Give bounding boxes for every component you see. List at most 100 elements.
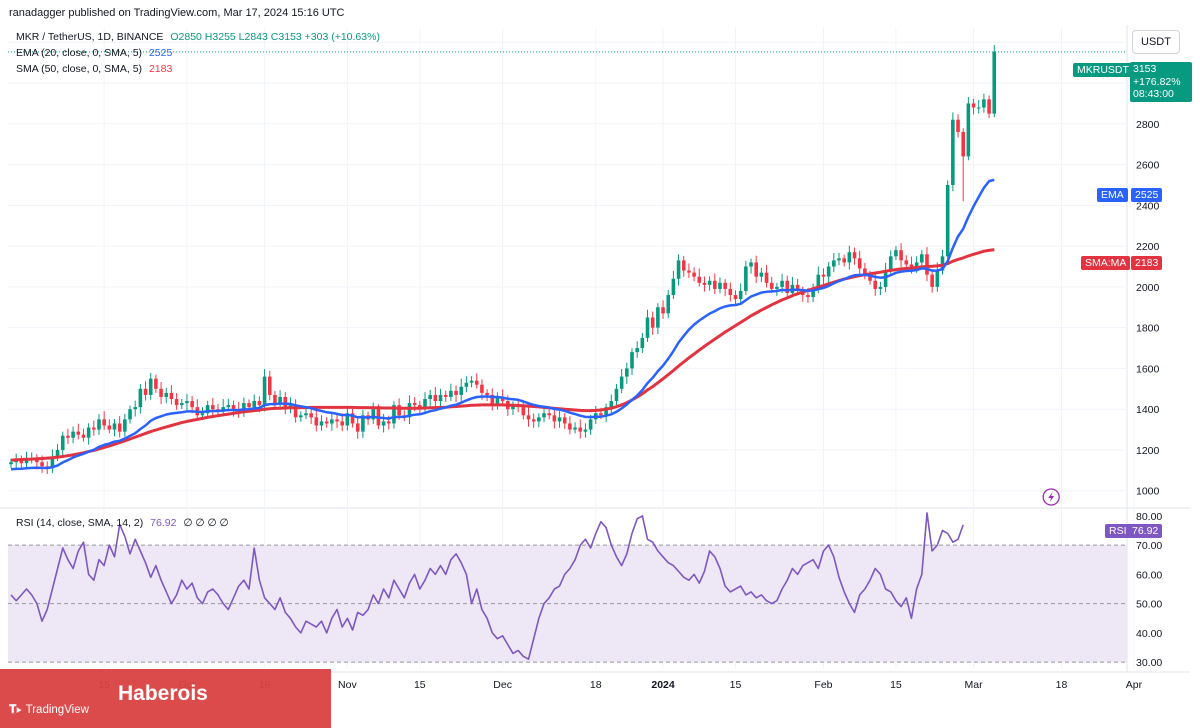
- candle-body: [459, 386, 464, 395]
- candle-body: [713, 280, 717, 289]
- candle-body: [614, 388, 619, 402]
- candle-body: [650, 317, 655, 328]
- candle-body: [552, 415, 557, 422]
- rsi-label: RSI (14, close, SMA, 14, 2): [16, 517, 144, 529]
- ohlc-values: O2850 H3255 L2843 C3153 +303 (+10.63%): [170, 31, 380, 43]
- candle-body: [76, 431, 81, 435]
- tradingview-logo-text: TradingView: [25, 704, 89, 716]
- time-tick-label: 18: [1056, 679, 1068, 691]
- price-tick-label: 2200: [1136, 241, 1160, 253]
- candle-body: [169, 392, 174, 399]
- rsi-tag-value: 76.92: [1128, 524, 1163, 538]
- candle-body: [340, 421, 344, 426]
- sma50-line: [10, 248, 995, 462]
- candle-body: [738, 290, 743, 300]
- candle-body: [423, 399, 427, 410]
- time-tick-label: 18: [590, 679, 602, 691]
- price-tick-label: 1600: [1136, 363, 1160, 375]
- candle-body: [117, 423, 122, 432]
- time-tick-label: Nov: [338, 679, 357, 691]
- candle-body: [267, 376, 272, 395]
- publisher-line: ranadagger published on TradingView.com,…: [9, 7, 345, 19]
- candle-body: [547, 413, 551, 416]
- bar-countdown: 08:43:00: [1133, 88, 1174, 100]
- candle-body: [174, 399, 179, 406]
- last-price: 3153: [1133, 63, 1157, 75]
- candle-body: [226, 405, 231, 408]
- candle-body: [293, 405, 298, 418]
- sma-tag-name: SMA:MA: [1081, 256, 1131, 270]
- candle-body: [681, 260, 686, 271]
- candle-body: [138, 388, 143, 408]
- candle-body: [578, 427, 583, 432]
- candle-body: [821, 274, 826, 277]
- rsi-line: [10, 512, 964, 661]
- candle-body: [278, 396, 282, 404]
- candle-body: [976, 107, 981, 109]
- currency-unit-button[interactable]: USDT: [1132, 30, 1180, 54]
- candle-body: [557, 417, 562, 422]
- time-tick-label: 15: [730, 679, 742, 691]
- candle-body: [640, 337, 645, 349]
- candle-body: [242, 403, 246, 412]
- candle-body: [247, 403, 251, 408]
- candle-body: [319, 421, 324, 426]
- candle-body: [956, 119, 960, 132]
- tradingview-icon: 𝐓▸: [9, 704, 22, 716]
- brand-name: Haberois: [118, 682, 208, 705]
- candle-body: [283, 396, 288, 408]
- rsi-legend[interactable]: RSI (14, close, SMA, 14, 2) 76.92 ∅ ∅ ∅ …: [16, 517, 229, 529]
- candle-body: [718, 282, 722, 289]
- rsi-tick-label: 60.00: [1136, 569, 1162, 581]
- candle-body: [273, 394, 277, 404]
- candle-body: [971, 103, 976, 108]
- rsi-extra: ∅ ∅ ∅ ∅: [183, 517, 229, 529]
- candle-body: [759, 272, 764, 277]
- sma-legend[interactable]: SMA (50, close, 0, SMA, 5) 2183: [16, 63, 172, 75]
- candle-body: [671, 278, 676, 296]
- ema-tag-name: EMA: [1097, 188, 1128, 202]
- candle-body: [894, 250, 898, 257]
- candle-body: [521, 407, 526, 416]
- candle-body: [66, 435, 70, 438]
- candle-body: [412, 403, 417, 406]
- candle-body: [568, 423, 572, 430]
- rsi-tick-label: 50.00: [1136, 599, 1162, 611]
- candle-body: [211, 405, 215, 410]
- rsi-tick-label: 80.00: [1136, 511, 1162, 523]
- symbol-tag: MKRUSDT: [1073, 63, 1133, 77]
- candle-body: [490, 394, 495, 406]
- candle-body: [159, 388, 163, 397]
- ema-legend[interactable]: EMA (20, close, 0, SMA, 5) 2525: [16, 47, 172, 59]
- candle-body: [826, 266, 831, 277]
- ema-value: 2525: [148, 47, 173, 59]
- candle-body: [107, 425, 112, 430]
- price-tick-label: 2600: [1136, 160, 1160, 172]
- tradingview-logo[interactable]: 𝐓▸ TradingView: [9, 704, 89, 717]
- rsi-tag-name: RSI: [1105, 524, 1131, 538]
- candle-body: [873, 280, 878, 289]
- rsi-pane: [8, 512, 1127, 663]
- ema-label: EMA (20, close, 0, SMA, 5): [16, 47, 143, 59]
- candle-body: [914, 262, 919, 269]
- candle-body: [925, 254, 929, 275]
- candle-body: [857, 258, 862, 269]
- candle-body: [625, 368, 629, 377]
- time-tick-label: Dec: [493, 679, 512, 691]
- candle-body: [500, 396, 505, 402]
- sma-tag-value: 2183: [1131, 256, 1163, 270]
- ema-tag-value: 2525: [1131, 188, 1163, 202]
- candle-body: [609, 401, 614, 408]
- candle-body: [842, 258, 846, 263]
- candle-body: [764, 272, 769, 283]
- candle-body: [775, 286, 779, 289]
- candle-body: [485, 392, 489, 395]
- candle-body: [345, 413, 350, 426]
- rsi-tick-label: 30.00: [1136, 657, 1162, 669]
- candle-body: [883, 270, 888, 287]
- candle-body: [987, 99, 991, 114]
- last-price-box: 3153 +176.82% 08:43:00: [1130, 62, 1192, 102]
- candle-body: [868, 274, 872, 281]
- candle-body: [702, 282, 707, 285]
